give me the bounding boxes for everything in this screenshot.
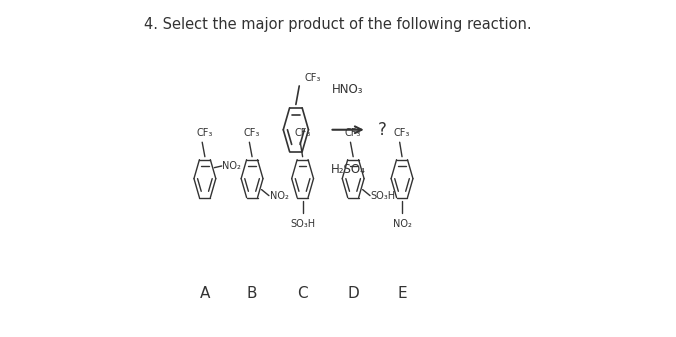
Text: ?: ? [377, 121, 386, 139]
Text: NO₂: NO₂ [393, 219, 412, 229]
Text: A: A [199, 286, 210, 301]
Text: E: E [397, 286, 407, 301]
Text: CF₃: CF₃ [305, 72, 321, 83]
Text: CF₃: CF₃ [243, 128, 260, 138]
Text: CF₃: CF₃ [394, 128, 410, 138]
Text: CF₃: CF₃ [345, 128, 361, 138]
Text: NO₂: NO₂ [222, 161, 241, 171]
Text: D: D [347, 286, 359, 301]
Text: SO₃H: SO₃H [370, 191, 396, 201]
Text: H₂SO₄: H₂SO₄ [331, 163, 366, 177]
Text: 4. Select the major product of the following reaction.: 4. Select the major product of the follo… [144, 17, 532, 32]
Text: C: C [297, 286, 308, 301]
Text: B: B [247, 286, 258, 301]
Text: SO₃H: SO₃H [290, 219, 315, 229]
Text: HNO₃: HNO₃ [333, 83, 364, 96]
Text: NO₂: NO₂ [270, 191, 289, 201]
Text: CF₃: CF₃ [197, 128, 213, 138]
Text: CF₃: CF₃ [295, 128, 311, 138]
